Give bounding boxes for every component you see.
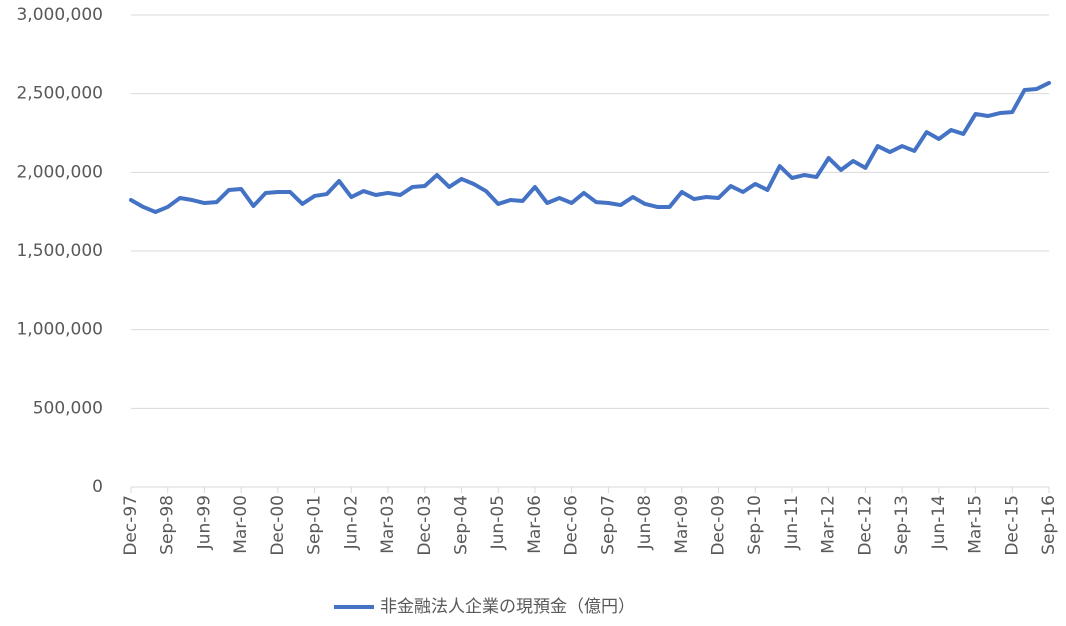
x-tick-label: Dec-97 — [121, 495, 141, 556]
x-tick-label: Jun-99 — [194, 495, 214, 550]
x-tick-label: Dec-00 — [268, 495, 288, 556]
y-tick-label: 2,000,000 — [16, 162, 103, 182]
x-tick-label: Jun-05 — [488, 495, 508, 550]
x-tick-label: Mar-09 — [672, 495, 692, 554]
y-tick-label: 1,000,000 — [16, 320, 103, 340]
x-tick-label: Sep-98 — [158, 495, 178, 555]
y-tick-label: 2,500,000 — [16, 84, 103, 104]
series-line — [129, 80, 1051, 214]
x-tick-label: Jun-02 — [341, 495, 361, 550]
x-tick-label: Jun-14 — [929, 495, 949, 550]
x-tick-label: Dec-12 — [855, 495, 875, 556]
x-tick-label: Sep-10 — [745, 495, 765, 555]
x-tick-label: Mar-06 — [525, 495, 545, 554]
x-tick-label: Sep-01 — [305, 495, 325, 555]
y-tick-label: 3,000,000 — [16, 5, 103, 25]
y-tick-label: 1,500,000 — [16, 241, 103, 261]
x-tick-label: Sep-04 — [451, 495, 471, 555]
legend-label: 非金融法人企業の現預金（億円） — [380, 597, 635, 617]
x-tick-label: Jun-11 — [782, 495, 802, 550]
x-tick-label: Jun-08 — [635, 495, 655, 550]
x-tick-label: Mar-12 — [819, 495, 839, 554]
y-tick-label: 0 — [92, 477, 103, 497]
x-tick-label: Dec-09 — [709, 495, 729, 556]
x-tick-label: Mar-15 — [966, 495, 986, 554]
x-tick-label: Dec-03 — [415, 495, 435, 556]
x-tick-label: Dec-06 — [562, 495, 582, 556]
x-tick-label: Mar-00 — [231, 495, 251, 554]
x-tick-label: Mar-03 — [378, 495, 398, 554]
x-tick-label: Sep-07 — [598, 495, 618, 555]
x-tick-label: Sep-16 — [1039, 495, 1059, 555]
x-tick-label: Sep-13 — [892, 495, 912, 555]
y-tick-label: 500,000 — [33, 398, 103, 418]
x-tick-label: Dec-15 — [1002, 495, 1022, 556]
